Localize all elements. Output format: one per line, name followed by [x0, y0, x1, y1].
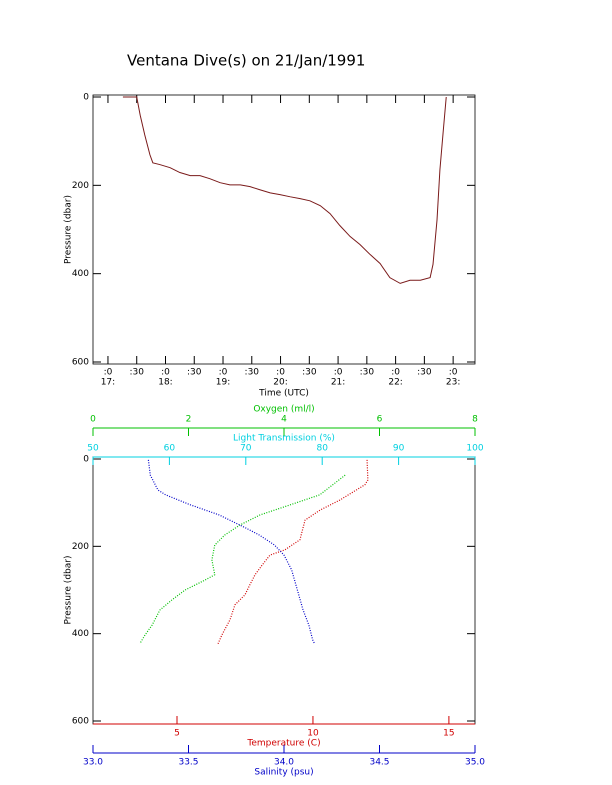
x-tick-label: 20:: [273, 378, 287, 388]
x-axis-label: Light Transmission (%): [233, 434, 335, 444]
x-tick-label: 2: [186, 415, 192, 425]
x-tick-label: 8: [472, 415, 478, 425]
y-tick-label: 600: [72, 717, 89, 727]
x-tick-label: :30: [187, 368, 202, 378]
x-tick-label: 18:: [158, 378, 172, 388]
x-tick-label: :30: [302, 368, 317, 378]
x-tick-label: 0: [90, 415, 96, 425]
dive-line: [122, 96, 447, 284]
y-tick-label: 200: [72, 181, 89, 191]
y-tick-label: 0: [83, 455, 89, 465]
chart-title: Ventana Dive(s) on 21/Jan/1991: [127, 52, 365, 70]
x-axis-label: Oxygen (ml/l): [253, 405, 314, 415]
y-axis-label: Pressure (dbar): [64, 556, 74, 625]
profile: [139, 474, 346, 645]
x-axis-label: Temperature (C): [246, 739, 320, 749]
x-tick-label: :0: [219, 368, 228, 378]
x-tick-label: :0: [104, 368, 113, 378]
x-tick-label: :0: [391, 368, 400, 378]
x-tick-label: 10: [307, 729, 319, 739]
x-tick-label: 22:: [388, 378, 402, 388]
x-tick-label: 21:: [331, 378, 345, 388]
x-tick-label: 19:: [216, 378, 230, 388]
x-tick-label: 34.0: [274, 758, 294, 768]
x-tick-label: 90: [393, 444, 405, 454]
y-axis-label: Pressure (dbar): [64, 195, 74, 264]
y-tick-label: 400: [72, 269, 89, 279]
x-tick-label: 34.5: [369, 758, 389, 768]
y-tick-label: 200: [72, 542, 89, 552]
x-tick-label: 35.0: [465, 758, 485, 768]
plot-frame: [92, 94, 476, 365]
x-tick-label: :30: [245, 368, 260, 378]
x-tick-label: 6: [377, 415, 383, 425]
x-tick-label: 70: [240, 444, 252, 454]
x-tick-label: :30: [129, 368, 144, 378]
x-tick-label: :0: [449, 368, 458, 378]
x-tick-label: 4: [281, 415, 287, 425]
x-tick-label: :30: [417, 368, 432, 378]
x-tick-label: 50: [87, 444, 99, 454]
x-tick-label: 60: [164, 444, 176, 454]
y-tick-label: 400: [72, 629, 89, 639]
x-tick-label: 23:: [446, 378, 460, 388]
x-tick-label: :0: [161, 368, 170, 378]
x-tick-label: :30: [360, 368, 375, 378]
x-axis-label: Salinity (psu): [254, 768, 313, 778]
x-tick-label: 15: [443, 729, 454, 739]
y-tick-label: 600: [72, 358, 89, 368]
x-tick-label: 80: [316, 444, 328, 454]
x-tick-label: 33.5: [178, 758, 198, 768]
x-tick-label: 5: [174, 729, 180, 739]
plot-frame: [92, 456, 476, 725]
x-tick-label: :0: [276, 368, 285, 378]
profile: [217, 459, 369, 644]
x-tick-label: :0: [334, 368, 343, 378]
x-tick-label: 17:: [101, 378, 115, 388]
y-tick-label: 0: [83, 93, 89, 103]
x-tick-label: 33.0: [83, 758, 103, 768]
x-axis-label: Time (UTC): [258, 389, 309, 399]
x-tick-label: 100: [466, 444, 483, 454]
